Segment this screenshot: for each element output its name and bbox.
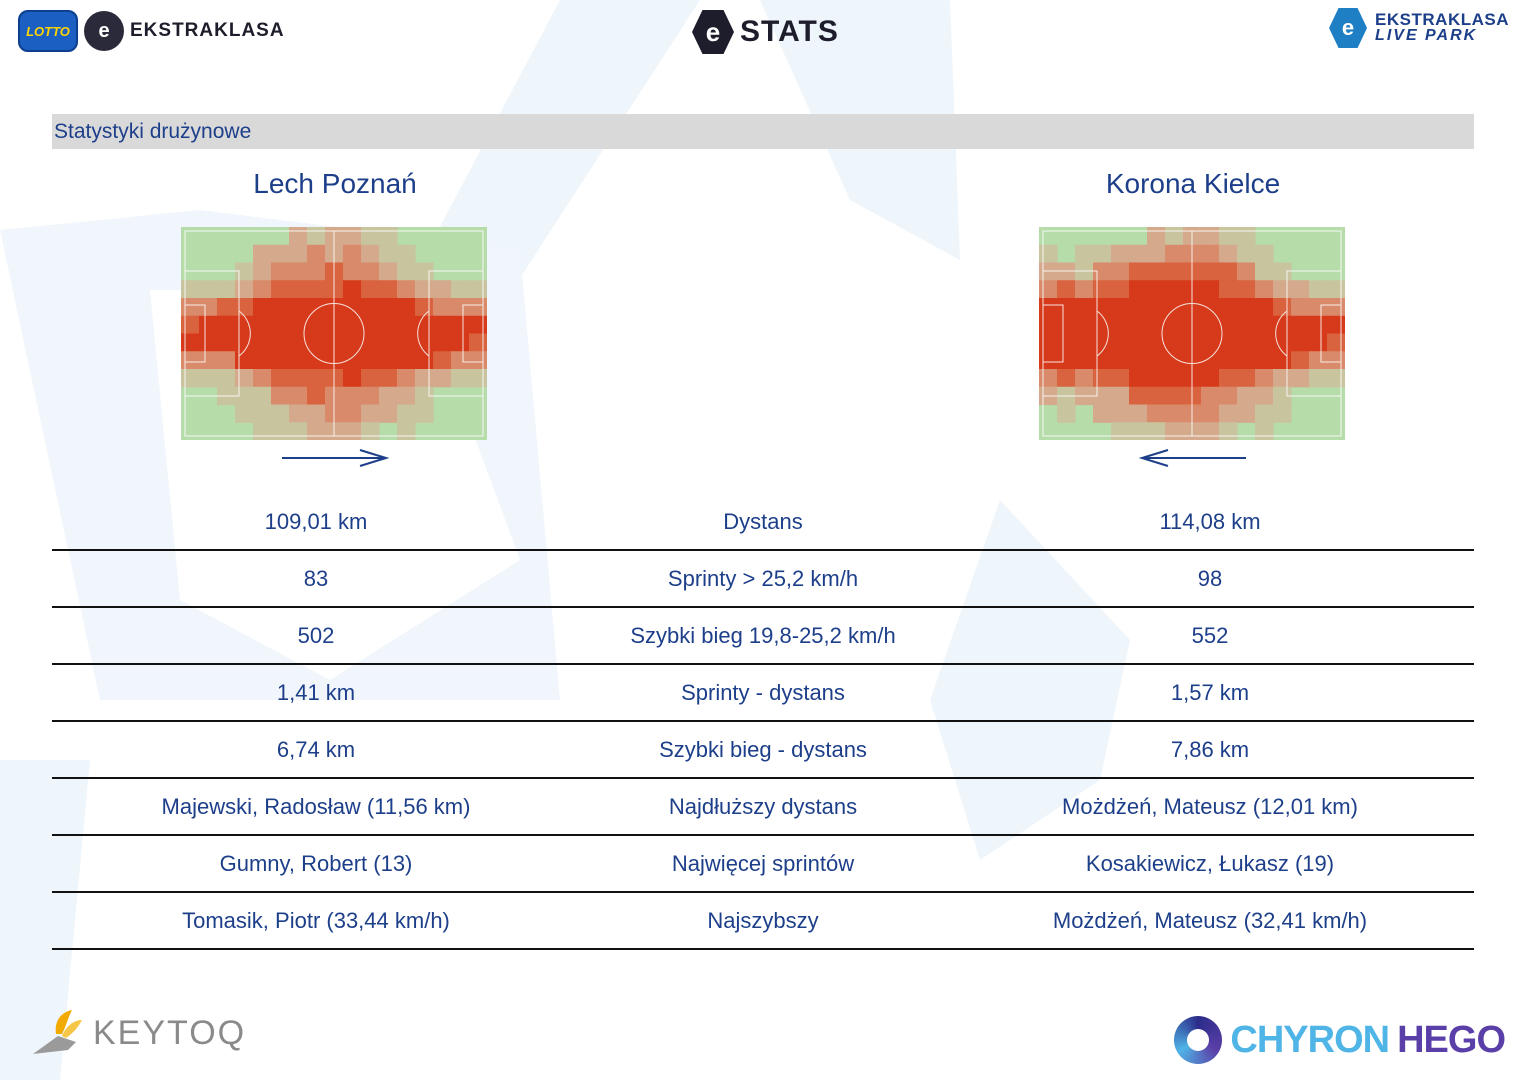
chyronhego-ring-icon	[1174, 1016, 1223, 1064]
keytoq-logo: KEYTOQ	[28, 1006, 246, 1061]
home-value: Majewski, Radosław (11,56 km)	[161, 793, 471, 819]
stat-label: Najszybszy	[707, 907, 819, 933]
home-value: Gumny, Robert (13)	[219, 850, 413, 876]
table-row: 6,74 km Szybki bieg - dystans 7,86 km	[52, 722, 1474, 779]
stat-label: Sprinty - dystans	[681, 679, 845, 705]
away-team-name: Korona Kielce	[1105, 168, 1281, 199]
away-value: 114,08 km	[1159, 508, 1261, 534]
lotto-logo: LOTTO	[18, 10, 78, 52]
table-row: 83 Sprinty > 25,2 km/h 98	[52, 551, 1474, 608]
ekstraklasa-wordmark: EKSTRAKLASA	[130, 20, 285, 41]
table-row: 1,41 km Sprinty - dystans 1,57 km	[52, 665, 1474, 722]
chyronhego-logo: CHYRON HEGO	[1174, 1016, 1506, 1064]
chyronhego-wordmark-part1: CHYRON	[1230, 1018, 1390, 1061]
table-row: 109,01 km Dystans 114,08 km	[52, 494, 1474, 551]
stats-table: 109,01 km Dystans 114,08 km 83 Sprinty >…	[52, 494, 1474, 950]
live-park-line2: LIVE PARK	[1375, 27, 1478, 44]
home-value: 502	[297, 622, 335, 648]
section-title-bar: Statystyki drużynowe	[52, 114, 1474, 149]
keytoq-bird-icon	[33, 1010, 82, 1054]
away-value: 1,57 km	[1170, 679, 1250, 705]
keytoq-wordmark: KEYTOQ	[93, 1014, 247, 1052]
table-row: Tomasik, Piotr (33,44 km/h) Najszybszy M…	[52, 893, 1474, 950]
home-heatmap	[181, 227, 487, 440]
away-value: Możdżeń, Mateusz (12,01 km)	[1062, 793, 1358, 819]
ekstraklasa-emblem-icon: e	[84, 11, 124, 51]
live-park-logo: e EKSTRAKLASA LIVE PARK	[1329, 8, 1509, 48]
home-value: 109,01 km	[264, 508, 368, 534]
stat-label: Najdłuższy dystans	[668, 793, 858, 819]
away-attack-direction-arrow-icon	[1138, 449, 1246, 467]
home-value: Tomasik, Piotr (33,44 km/h)	[182, 907, 450, 933]
live-park-emblem-icon: e	[1329, 8, 1368, 48]
table-row: Gumny, Robert (13) Najwięcej sprintów Ko…	[52, 836, 1474, 893]
table-row: Majewski, Radosław (11,56 km) Najdłuższy…	[52, 779, 1474, 836]
home-value: 1,41 km	[276, 679, 356, 705]
away-value: Kosakiewicz, Łukasz (19)	[1085, 850, 1335, 876]
estats-logo: e STATS	[692, 10, 839, 54]
stat-label: Szybki bieg 19,8-25,2 km/h	[630, 622, 896, 648]
lotto-ekstraklasa-logo: LOTTO e EKSTRAKLASA	[18, 10, 285, 52]
away-value: 7,86 km	[1170, 736, 1250, 762]
estats-wordmark: STATS	[740, 15, 839, 48]
away-heatmap	[1039, 227, 1345, 440]
stat-label: Sprinty > 25,2 km/h	[667, 565, 859, 591]
chyronhego-wordmark-part2: HEGO	[1397, 1018, 1506, 1061]
stat-label: Szybki bieg - dystans	[659, 736, 867, 762]
stat-label: Dystans	[723, 508, 803, 534]
table-row: 502 Szybki bieg 19,8-25,2 km/h 552	[52, 608, 1474, 665]
stat-label: Najwięcej sprintów	[671, 850, 855, 876]
home-team-name: Lech Poznań	[253, 168, 417, 199]
home-value: 83	[303, 565, 329, 591]
away-value: Możdżeń, Mateusz (32,41 km/h)	[1052, 907, 1368, 933]
live-park-line1: EKSTRAKLASA	[1375, 10, 1509, 29]
away-value: 98	[1197, 565, 1223, 591]
header: LOTTO e EKSTRAKLASA e STATS e EKSTRAKLAS…	[0, 0, 1527, 70]
home-value: 6,74 km	[276, 736, 356, 762]
estats-emblem-icon: e	[692, 10, 734, 54]
home-attack-direction-arrow-icon	[282, 449, 390, 467]
section-title: Statystyki drużynowe	[54, 119, 252, 143]
away-value: 552	[1191, 622, 1229, 648]
